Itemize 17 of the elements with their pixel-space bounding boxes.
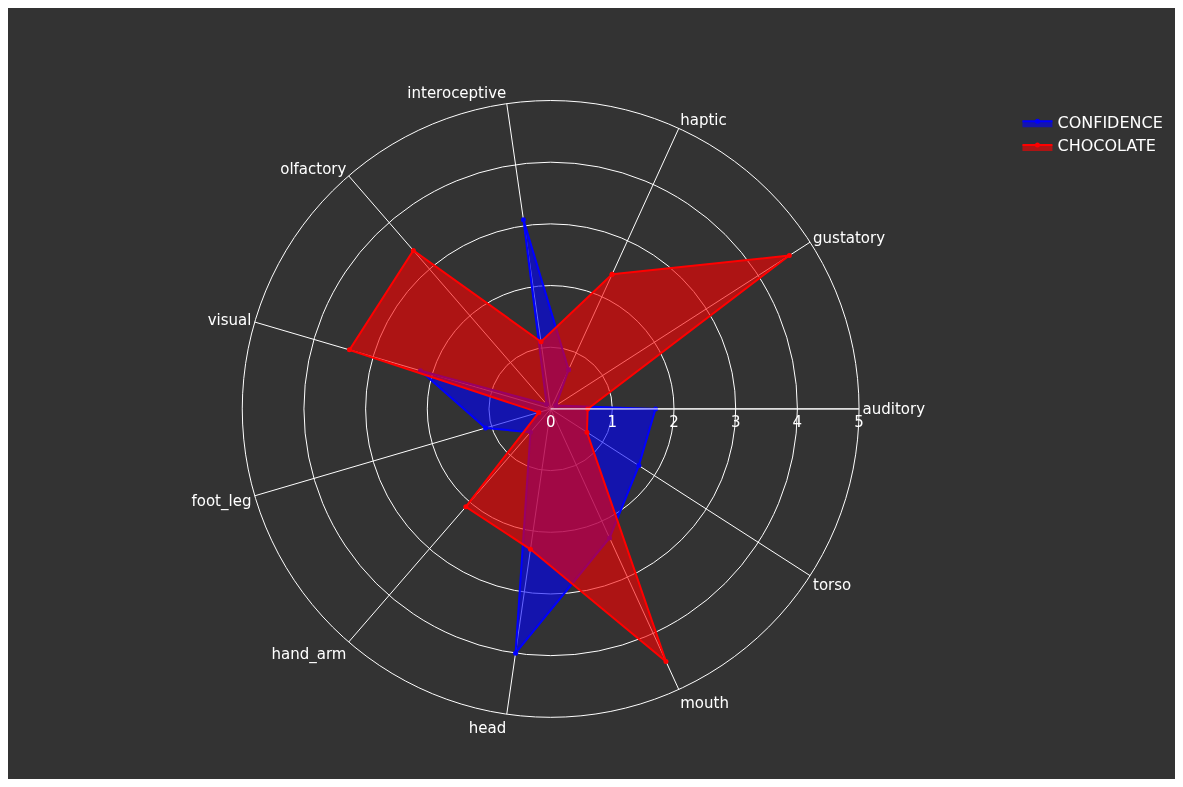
spoke-label: hand_arm [271,645,347,665]
y-tick-label: 3 [730,413,741,432]
spoke-label: haptic [680,110,727,129]
spoke-label: head [468,719,507,738]
spoke-label: auditory [862,400,926,419]
y-tick-label: 2 [669,413,679,432]
spoke-label: visual [207,311,252,330]
spoke-label: mouth [680,694,729,713]
y-tick-label: 0 [545,413,556,432]
spoke-label: torso [813,576,852,595]
spoke-label: interoceptive [407,83,507,102]
y-tick-label: 1 [607,413,618,432]
spoke-label: gustatory [813,229,886,248]
spoke-label: foot_leg [191,492,252,512]
spoke-label: olfactory [280,160,347,179]
legend-label: CHOCOLATE [1057,136,1156,156]
legend-label: CONFIDENCE [1057,112,1163,132]
